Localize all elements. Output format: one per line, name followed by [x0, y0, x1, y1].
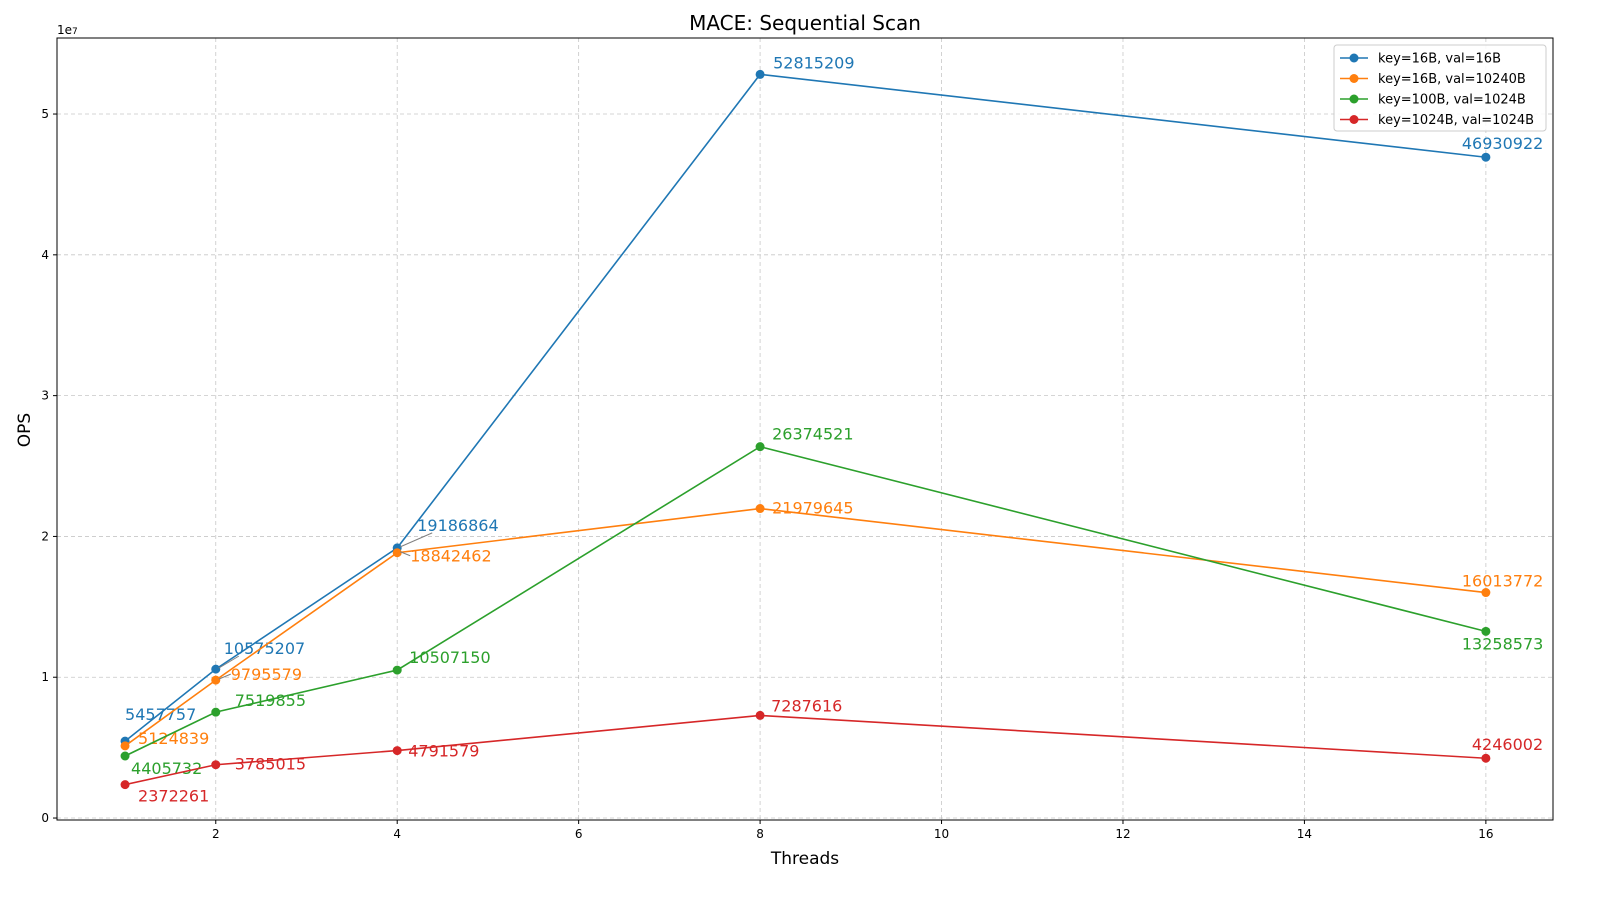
- data-point: [755, 504, 765, 514]
- y-tick-label: 5: [41, 107, 49, 121]
- series-line: [124, 714, 1486, 786]
- legend-box: [1333, 44, 1547, 132]
- y-tick-label: 3: [41, 389, 49, 403]
- legend-label: key=16B, val=16B: [1378, 52, 1501, 67]
- data-label: 4246002: [1472, 735, 1543, 754]
- y-offset-text: 1e7: [57, 23, 78, 37]
- series-3: 2372261 3785015 4791579 7287616 4246002: [120, 696, 1543, 806]
- data-point: [120, 751, 130, 761]
- data-point: [120, 780, 130, 790]
- data-label: 2372261: [138, 787, 209, 806]
- data-label: 10507150: [409, 648, 490, 667]
- data-label: 21979645: [772, 499, 853, 518]
- data-label: 7519855: [235, 691, 306, 710]
- data-label: 19186864: [417, 516, 498, 535]
- data-point: [120, 741, 130, 751]
- data-point: [755, 442, 765, 452]
- data-label: 46930922: [1462, 134, 1543, 153]
- y-tick-label: 1: [41, 670, 49, 684]
- legend-marker: [1349, 94, 1359, 104]
- data-point: [211, 675, 221, 685]
- data-label: 13258573: [1462, 634, 1543, 653]
- y-tick-label: 2: [41, 529, 49, 543]
- data-point: [392, 746, 402, 756]
- data-label: 5457757: [125, 705, 196, 724]
- y-offset-exponent: 7: [72, 27, 78, 37]
- data-point: [1481, 753, 1491, 763]
- data-point: [755, 710, 765, 720]
- x-tick-label: 10: [934, 827, 949, 841]
- series-0: 5457757 10575207 19186864 52815209 46930922: [120, 53, 1543, 746]
- data-point: [211, 760, 221, 770]
- data-label: 4791579: [408, 742, 479, 761]
- x-tick-label: 12: [1115, 827, 1130, 841]
- data-point: [1481, 588, 1491, 598]
- series-1: 5124839 9795579 18842462 21979645 16013772: [120, 499, 1543, 751]
- legend-marker: [1349, 53, 1359, 63]
- legend-label: key=1024B, val=1024B: [1378, 113, 1534, 128]
- legend-marker: [1349, 74, 1359, 83]
- x-tick-label: 6: [575, 827, 583, 841]
- plot-frame: [56, 37, 1554, 821]
- y-tick-label: 0: [41, 811, 49, 825]
- data-label: 7287616: [771, 696, 842, 715]
- annotation-arrow: [400, 551, 411, 557]
- grid: [57, 38, 1553, 820]
- data-label: 4405732: [131, 759, 202, 778]
- data-label: 16013772: [1462, 572, 1543, 591]
- annotation-arrow: [218, 655, 240, 669]
- data-label: 5124839: [138, 729, 209, 748]
- data-point: [392, 665, 402, 675]
- legend-marker: [1349, 115, 1359, 124]
- data-label: 18842462: [410, 547, 491, 566]
- data-point: [1481, 152, 1491, 162]
- annotation-arrow: [400, 532, 433, 548]
- data-label: 3785015: [235, 755, 306, 774]
- data-point: [211, 707, 221, 717]
- legend: key=16B, val=16B key=16B, val=10240B key=1…: [1333, 44, 1547, 132]
- legend-label: key=16B, val=10240B: [1378, 72, 1526, 87]
- data-point: [392, 548, 402, 558]
- series-2: 4405732 7519855 10507150 26374521 13258573: [120, 425, 1543, 778]
- data-label: 52815209: [773, 53, 854, 72]
- x-axis-label: Threads: [770, 849, 839, 869]
- x-tick-label: 4: [393, 827, 401, 841]
- x-tick-label: 8: [756, 827, 764, 841]
- y-axis-label: OPS: [15, 413, 35, 447]
- data-label: 26374521: [772, 425, 853, 444]
- data-point: [755, 69, 765, 79]
- series-line: [124, 73, 1486, 742]
- data-label: 9795579: [231, 665, 302, 684]
- x-tick-label: 14: [1297, 827, 1312, 841]
- annotation-arrow: [218, 673, 231, 680]
- data-point: [211, 664, 221, 674]
- x-tick-label: 16: [1478, 827, 1493, 841]
- chart-title: MACE: Sequential Scan: [689, 11, 921, 35]
- legend-label: key=100B, val=1024B: [1378, 93, 1526, 108]
- y-tick-label: 4: [41, 248, 49, 262]
- series-group: 5457757105752071918686452815209469309225…: [120, 53, 1543, 806]
- data-point: [1481, 626, 1491, 636]
- data-label: 10575207: [224, 639, 305, 658]
- x-tick-label: 2: [212, 827, 220, 841]
